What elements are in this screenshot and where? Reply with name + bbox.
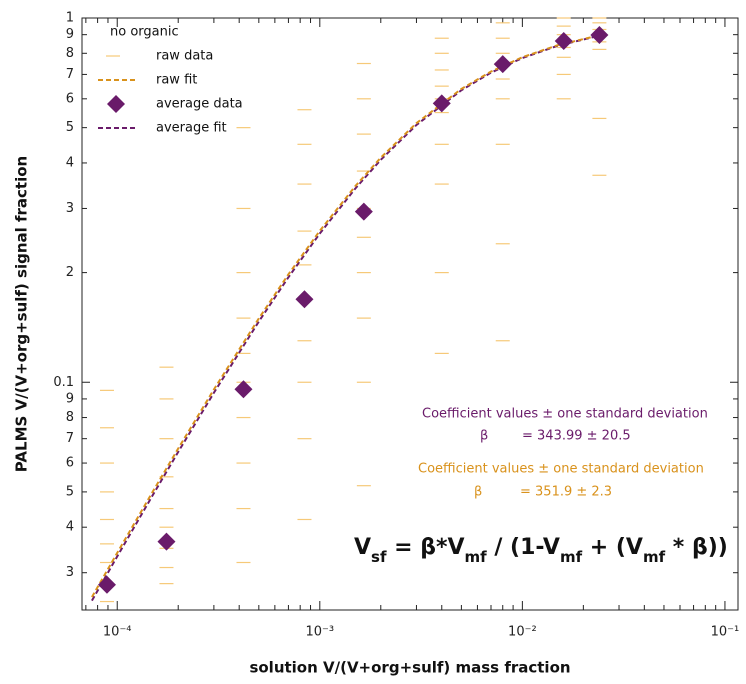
y-tick-label: 1 — [66, 11, 74, 26]
legend-title: no organic — [110, 25, 179, 40]
average-point — [97, 575, 116, 594]
y-tick-label: 9 — [66, 27, 74, 42]
y-tick-label: 5 — [66, 484, 74, 499]
formula-part: V — [354, 535, 371, 560]
formula: Vsf = β*Vmf / (1-Vmf + (Vmf * β)) — [354, 535, 728, 566]
annotation: = 351.9 ± 2.3 — [520, 485, 612, 500]
fit-line — [91, 34, 600, 602]
average-point — [295, 290, 314, 309]
y-tick-label: 3 — [66, 565, 74, 580]
y-tick-label: 7 — [66, 431, 74, 446]
annotation: β — [480, 429, 488, 444]
y-tick-label: 9 — [66, 391, 74, 406]
y-tick-label: 4 — [66, 520, 74, 535]
formula-part: / (1-V — [487, 535, 560, 560]
annotation: Coefficient values ± one standard deviat… — [418, 462, 704, 477]
legend-label: average fit — [156, 121, 227, 136]
y-axis-title: PALMS V/(V+org+sulf) signal fraction — [13, 156, 31, 472]
y-tick-label: 6 — [66, 456, 74, 471]
x-tick-label: 10⁻¹ — [711, 625, 740, 640]
formula-part: sf — [371, 548, 387, 566]
x-tick-label: 10⁻² — [508, 625, 537, 640]
average-point — [234, 380, 253, 399]
formula-part: + (V — [582, 535, 643, 560]
y-tick-label: 2 — [66, 265, 74, 280]
formula-part: mf — [465, 548, 488, 566]
legend-label: raw fit — [156, 73, 197, 88]
y-tick-label: 8 — [66, 410, 74, 425]
formula-part: * β)) — [665, 535, 728, 560]
y-tick-label: 4 — [66, 155, 74, 170]
plot-frame — [81, 17, 739, 611]
average-point — [493, 55, 512, 74]
x-axis-title: solution V/(V+org+sulf) mass fraction — [249, 659, 570, 677]
y-tick-label: 5 — [66, 120, 74, 135]
formula-part: = β*V — [387, 535, 465, 560]
y-tick-label: 6 — [66, 91, 74, 106]
formula-part: mf — [643, 548, 666, 566]
legend-label: raw data — [156, 49, 213, 64]
legend-swatch — [107, 95, 125, 113]
average-point — [554, 31, 573, 50]
x-tick-label: 10⁻⁴ — [103, 625, 132, 640]
y-tick-label: 8 — [66, 46, 74, 61]
y-tick-label: 7 — [66, 67, 74, 82]
average-point — [354, 202, 373, 221]
legend-label: average data — [156, 97, 243, 112]
x-tick-label: 10⁻³ — [305, 625, 334, 640]
annotation: β — [474, 485, 482, 500]
y-tick-label: 3 — [66, 201, 74, 216]
formula-part: mf — [560, 548, 583, 566]
average-point — [590, 26, 609, 45]
annotation: = 343.99 ± 20.5 — [522, 429, 631, 444]
y-tick-label: 0.1 — [53, 375, 74, 390]
average-point — [432, 94, 451, 113]
average-point — [157, 532, 176, 551]
annotation: Coefficient values ± one standard deviat… — [422, 407, 708, 422]
